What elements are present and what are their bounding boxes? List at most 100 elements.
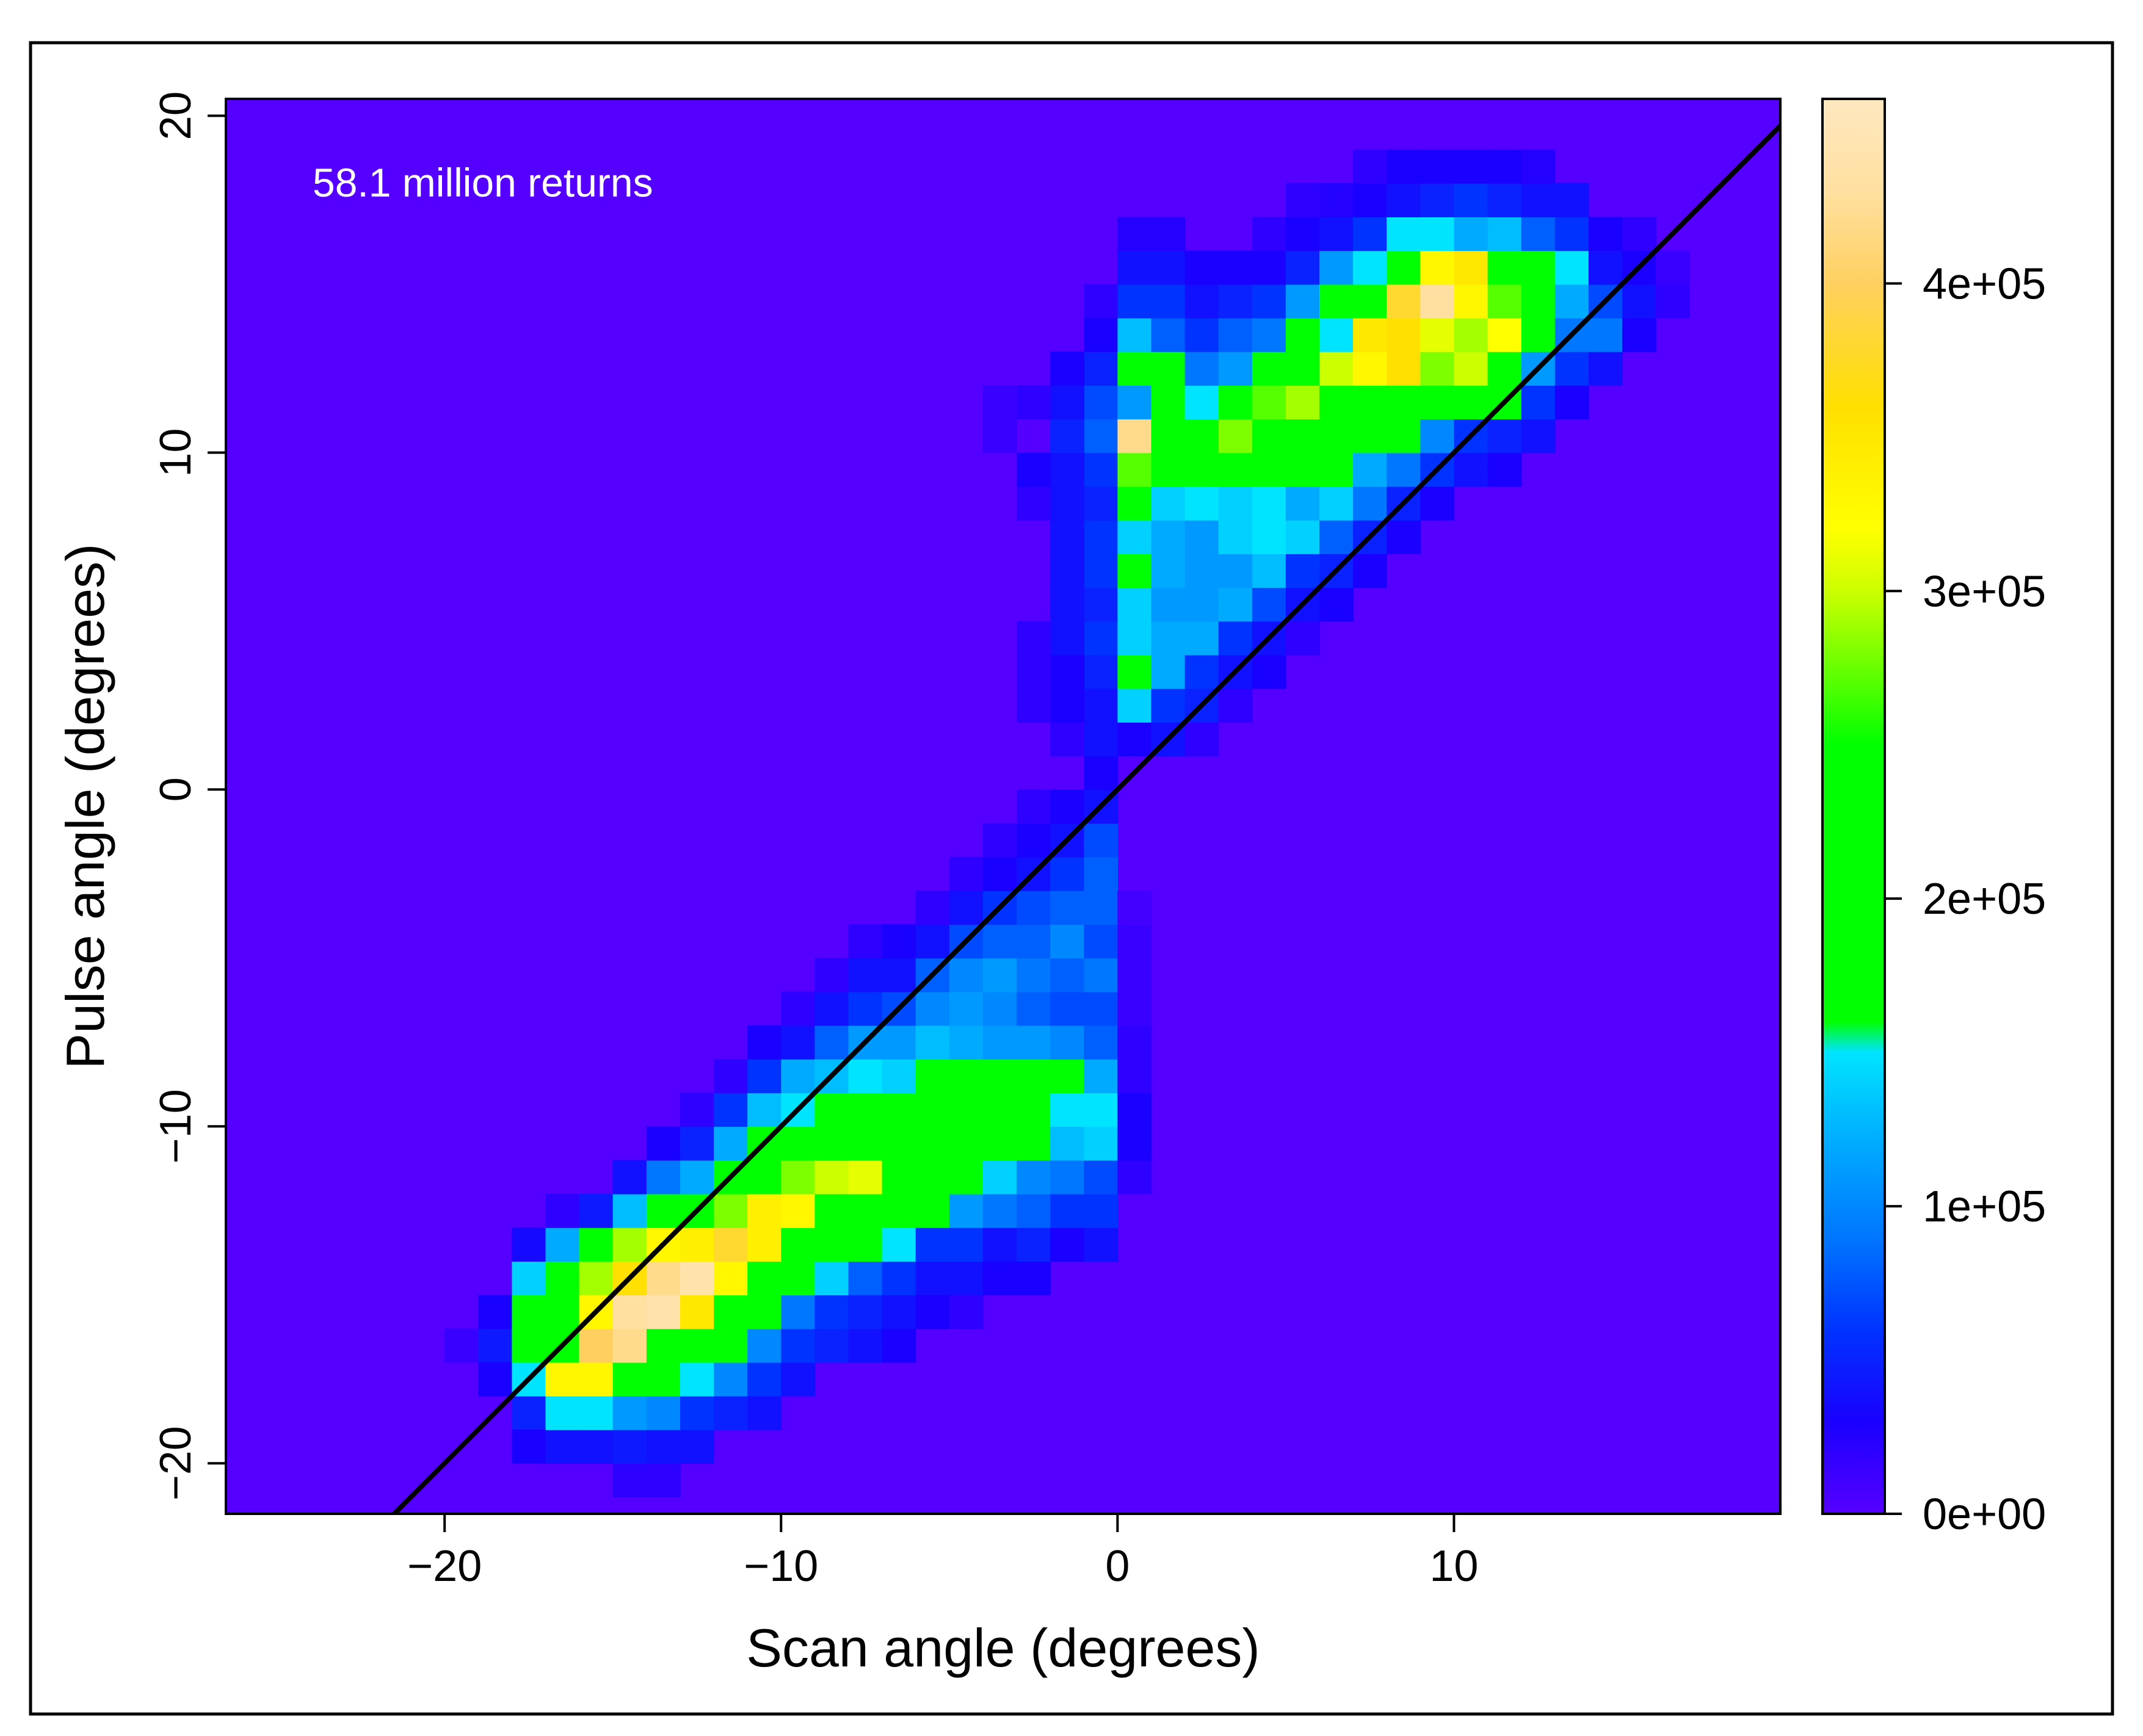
heatmap-cell (1656, 284, 1690, 319)
heatmap-cell (1117, 1126, 1152, 1161)
heatmap-cell (680, 1362, 714, 1397)
heatmap-cell (1050, 486, 1085, 521)
heatmap-cell (1017, 621, 1051, 656)
heatmap-cell (915, 1193, 950, 1228)
heatmap-cell (680, 1328, 714, 1363)
heatmap-cell (1454, 317, 1488, 352)
heatmap-cell (1050, 1058, 1085, 1093)
heatmap-cell (1454, 250, 1488, 285)
heatmap-cell (714, 1295, 748, 1329)
heatmap-cell (1353, 486, 1387, 521)
heatmap-cell (848, 1160, 883, 1195)
heatmap-cell (1218, 688, 1253, 723)
heatmap-cell (982, 924, 1017, 959)
heatmap-cell (814, 1295, 849, 1329)
heatmap-cell (1151, 486, 1186, 521)
heatmap-cell (1285, 250, 1320, 285)
heatmap-cell (1353, 351, 1387, 386)
heatmap-cell (747, 1328, 782, 1363)
heatmap-cell (1184, 351, 1219, 386)
heatmap-cell (1285, 452, 1320, 487)
heatmap-cell (1084, 891, 1119, 925)
heatmap-cell (1319, 519, 1354, 554)
heatmap-cell (1084, 924, 1119, 959)
heatmap-cell (714, 1328, 748, 1363)
heatmap-cell (1554, 183, 1589, 217)
x-tick-label: 0 (1105, 1542, 1130, 1591)
y-tick-label: −10 (151, 1089, 200, 1163)
x-tick-label: −20 (407, 1542, 482, 1591)
heatmap-cell (848, 1295, 883, 1329)
heatmap-cell (1252, 452, 1286, 487)
heatmap-cell (915, 991, 950, 1026)
heatmap-cell (747, 1295, 782, 1329)
heatmap-cell (1521, 250, 1556, 285)
heatmap-cell (1117, 891, 1152, 925)
heatmap-cell (982, 1126, 1017, 1161)
heatmap-cell (1319, 385, 1354, 420)
heatmap-cell (1151, 688, 1186, 723)
heatmap-cell (1353, 317, 1387, 352)
heatmap-cell (714, 1093, 748, 1127)
heatmap-cell (949, 1025, 984, 1060)
heatmap-cell (982, 823, 1017, 858)
heatmap-cell (1017, 486, 1051, 521)
heatmap-cell (1017, 385, 1051, 420)
heatmap-cell (1184, 284, 1219, 319)
heatmap-cell (747, 1193, 782, 1228)
heatmap-cell (714, 1395, 748, 1430)
heatmap-cell (1218, 385, 1253, 420)
heatmap-cell (1084, 1227, 1119, 1262)
heatmap-cell (1084, 1126, 1119, 1161)
annotation-text: 58.1 million returns (313, 160, 653, 205)
heatmap-cell (612, 1193, 647, 1228)
heatmap-cell (982, 958, 1017, 993)
heatmap-cell (1017, 452, 1051, 487)
heatmap-cell (1521, 385, 1556, 420)
heatmap-cell (1151, 554, 1186, 588)
heatmap-cell (1387, 183, 1421, 217)
heatmap-cell (1084, 722, 1119, 756)
heatmap-cell (1554, 351, 1589, 386)
heatmap-cell (1218, 351, 1253, 386)
heatmap-cell (1353, 217, 1387, 251)
heatmap-cell (882, 1093, 916, 1127)
heatmap-cell (1387, 351, 1421, 386)
heatmap-cell (1319, 351, 1354, 386)
reference-line (390, 122, 1780, 1514)
heatmap-cell (1017, 1126, 1051, 1161)
heatmap-cell (1184, 486, 1219, 521)
heatmap-cell (1050, 1093, 1085, 1127)
heatmap-cell (1319, 250, 1354, 285)
heatmap-cell (1184, 419, 1219, 454)
heatmap-cell (915, 924, 950, 959)
heatmap-cell (814, 958, 849, 993)
heatmap-cell (1050, 554, 1085, 588)
heatmap-cell (1353, 250, 1387, 285)
heatmap-cell (1319, 452, 1354, 487)
colorbar-tick-label: 4e+05 (1923, 259, 2046, 308)
heatmap-cell (1117, 688, 1152, 723)
heatmap-cell (1084, 991, 1119, 1026)
heatmap-cell (1487, 149, 1522, 184)
heatmap-cell (579, 1261, 614, 1296)
heatmap-cell (982, 991, 1017, 1026)
heatmap-cell (1387, 149, 1421, 184)
heatmap-cell (1285, 183, 1320, 217)
heatmap-cell (781, 1193, 816, 1228)
heatmap-cell (1521, 183, 1556, 217)
heatmap-cell (814, 1025, 849, 1060)
heatmap-cell (1353, 385, 1387, 420)
heatmap-cell (1084, 823, 1119, 858)
heatmap-cell (579, 1395, 614, 1430)
heatmap-cell (1487, 284, 1522, 319)
heatmap-cell (1184, 722, 1219, 756)
colorbar: 0e+00 1e+05 2e+05 3e+05 4e+05 (1821, 98, 2046, 1539)
heatmap-cell (1521, 317, 1556, 352)
heatmap-cell (1151, 419, 1186, 454)
heatmap-cell (1487, 419, 1522, 454)
heatmap-cell (1184, 452, 1219, 487)
heatmap-cell (1319, 317, 1354, 352)
heatmap-cell (781, 1058, 816, 1093)
heatmap-cell (1285, 317, 1320, 352)
